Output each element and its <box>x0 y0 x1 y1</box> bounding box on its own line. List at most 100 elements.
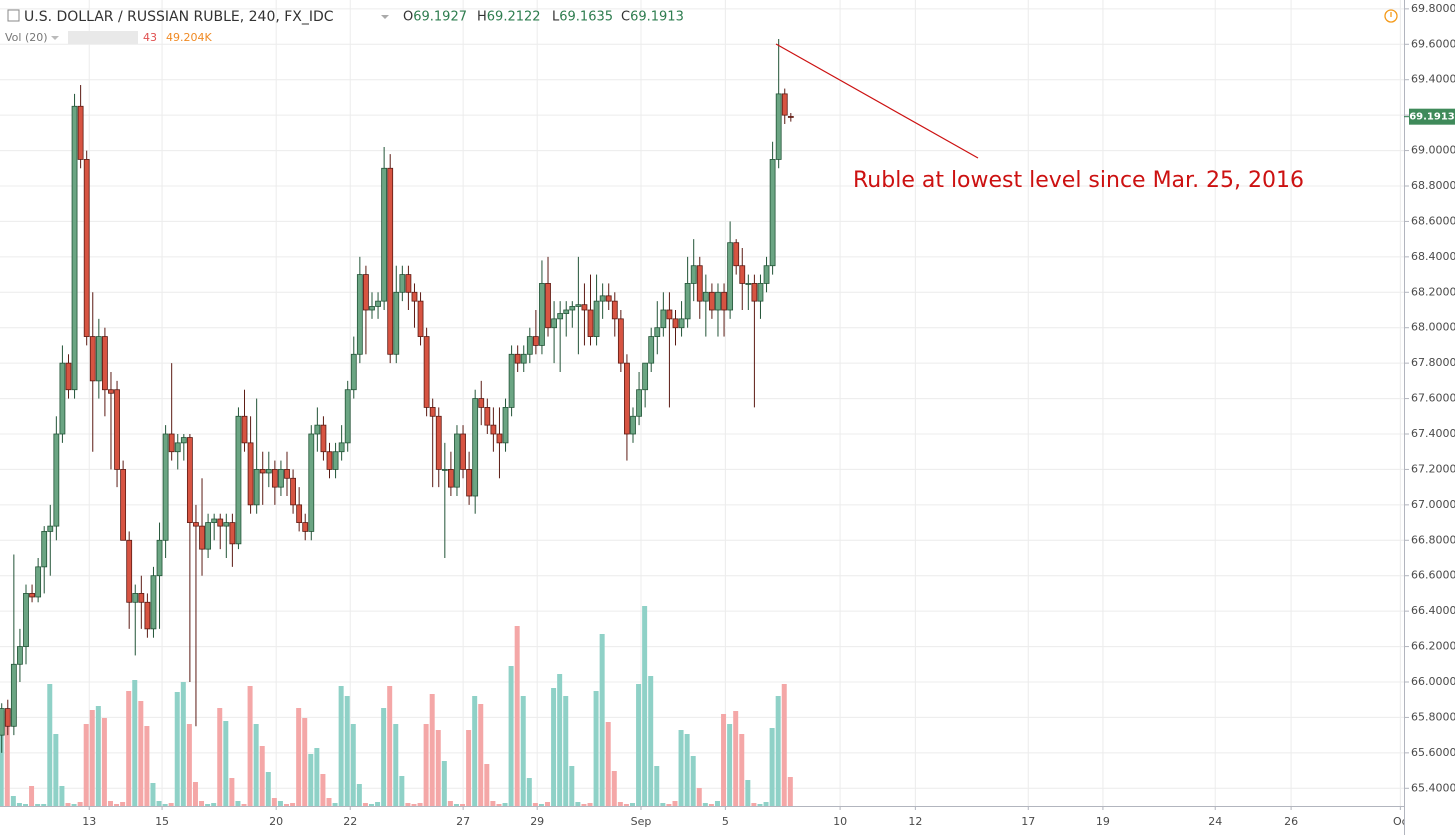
volume-bar <box>478 704 484 806</box>
y-tick-label: 69.0000 <box>1411 144 1455 157</box>
candle-body <box>162 433 169 541</box>
volume-bar <box>769 728 775 806</box>
volume-bar <box>211 803 217 806</box>
candle-body <box>648 336 655 364</box>
candle-body <box>217 518 224 527</box>
volume-bar <box>95 706 101 806</box>
y-tick-label: 66.4000 <box>1411 604 1455 617</box>
candle-body <box>508 353 515 408</box>
volume-bar <box>411 804 417 806</box>
volume-bar <box>4 711 10 806</box>
candle-body <box>375 300 381 307</box>
candle-body <box>630 415 636 435</box>
volume-pane <box>0 606 793 806</box>
candle-body <box>229 522 236 545</box>
candle-body <box>47 525 54 532</box>
x-tick-label: 20 <box>269 815 283 828</box>
candle-body <box>757 283 764 302</box>
volume-bar <box>593 691 599 806</box>
x-tick-label: 12 <box>908 815 922 828</box>
volume-bar <box>277 801 283 806</box>
study-buttons[interactable] <box>68 31 138 44</box>
volume-bar <box>132 680 138 806</box>
candle-body <box>41 531 48 568</box>
volume-bar <box>22 804 28 806</box>
volume-bar <box>617 802 623 806</box>
volume-bar <box>496 804 502 806</box>
y-tick-label: 69.6000 <box>1411 37 1455 50</box>
volume-bar <box>623 804 629 806</box>
candle-body <box>672 318 679 329</box>
volume-bar <box>702 803 708 806</box>
volume-bar <box>648 676 654 806</box>
volume-bar <box>223 721 229 806</box>
y-tick-label: 65.4000 <box>1411 781 1455 794</box>
candle-body <box>278 469 284 488</box>
candle-body <box>781 93 788 116</box>
volume-bar <box>678 730 684 806</box>
volume-bar <box>538 804 544 806</box>
x-tick-label: 17 <box>1021 815 1035 828</box>
volume-bar <box>417 803 423 806</box>
candle-body <box>241 415 248 444</box>
candle-body <box>666 309 673 320</box>
candle-body <box>569 306 576 311</box>
alert-icon[interactable] <box>1384 9 1398 23</box>
volume-bar <box>629 803 635 806</box>
collapse-toggle[interactable] <box>7 9 20 22</box>
volume-bar <box>47 684 53 806</box>
volume-bar <box>65 803 71 806</box>
candle-body <box>95 336 102 382</box>
volume-bar <box>460 804 466 806</box>
volume-bar <box>362 803 368 806</box>
title-menu[interactable] <box>381 15 389 19</box>
candle-body <box>532 336 539 346</box>
volume-bar <box>83 724 89 806</box>
y-tick-label: 66.6000 <box>1411 569 1455 582</box>
volume-bar <box>77 802 83 806</box>
y-axis: 65.4000 65.6000 65.8000 66.0000 66.2000 66.40… <box>1404 2 1455 794</box>
volume-bar <box>672 801 678 806</box>
candle-body <box>35 566 42 598</box>
candle-body <box>259 469 266 474</box>
volume-bar <box>526 778 532 806</box>
volume-bar <box>235 801 241 806</box>
x-tick-label: 10 <box>833 815 847 828</box>
candle-body <box>715 291 721 311</box>
candle-body <box>338 442 345 453</box>
x-tick-label: 22 <box>343 815 357 828</box>
candle-body <box>174 442 181 453</box>
volume-bar <box>253 724 259 806</box>
candle-body <box>502 407 509 444</box>
candle-body <box>775 93 782 160</box>
volume-bar <box>162 804 168 806</box>
candle-body <box>520 353 527 364</box>
volume-bar <box>660 803 666 806</box>
candle-body <box>168 433 175 453</box>
volume-bar <box>41 804 47 806</box>
volume-bar <box>441 761 447 806</box>
candle-body <box>247 442 254 506</box>
ohlc-legend: O 69.1927 H 69.2122 L 69.1635 C 69.1913 <box>403 10 684 25</box>
volume-bar <box>423 724 429 806</box>
volume-bar <box>186 724 192 806</box>
volume-bar <box>684 734 690 806</box>
volume-bar <box>727 724 733 806</box>
y-tick-label: 67.8000 <box>1411 356 1455 369</box>
candle-body <box>484 407 491 426</box>
volume-bar <box>472 696 478 806</box>
volume-bar <box>545 802 551 806</box>
candle-body <box>490 424 497 435</box>
candle-body <box>678 318 685 329</box>
volume-bar <box>302 718 308 806</box>
candle-body <box>265 469 272 474</box>
candle-body <box>332 451 339 470</box>
x-tick-label: Sep <box>631 815 652 828</box>
volume-bar <box>114 804 120 806</box>
volume-bar <box>338 686 344 806</box>
candle-body <box>381 167 388 302</box>
candle-body <box>581 304 588 311</box>
candle-body <box>460 433 466 470</box>
volume-menu[interactable] <box>51 36 59 40</box>
volume-bar <box>490 801 496 806</box>
